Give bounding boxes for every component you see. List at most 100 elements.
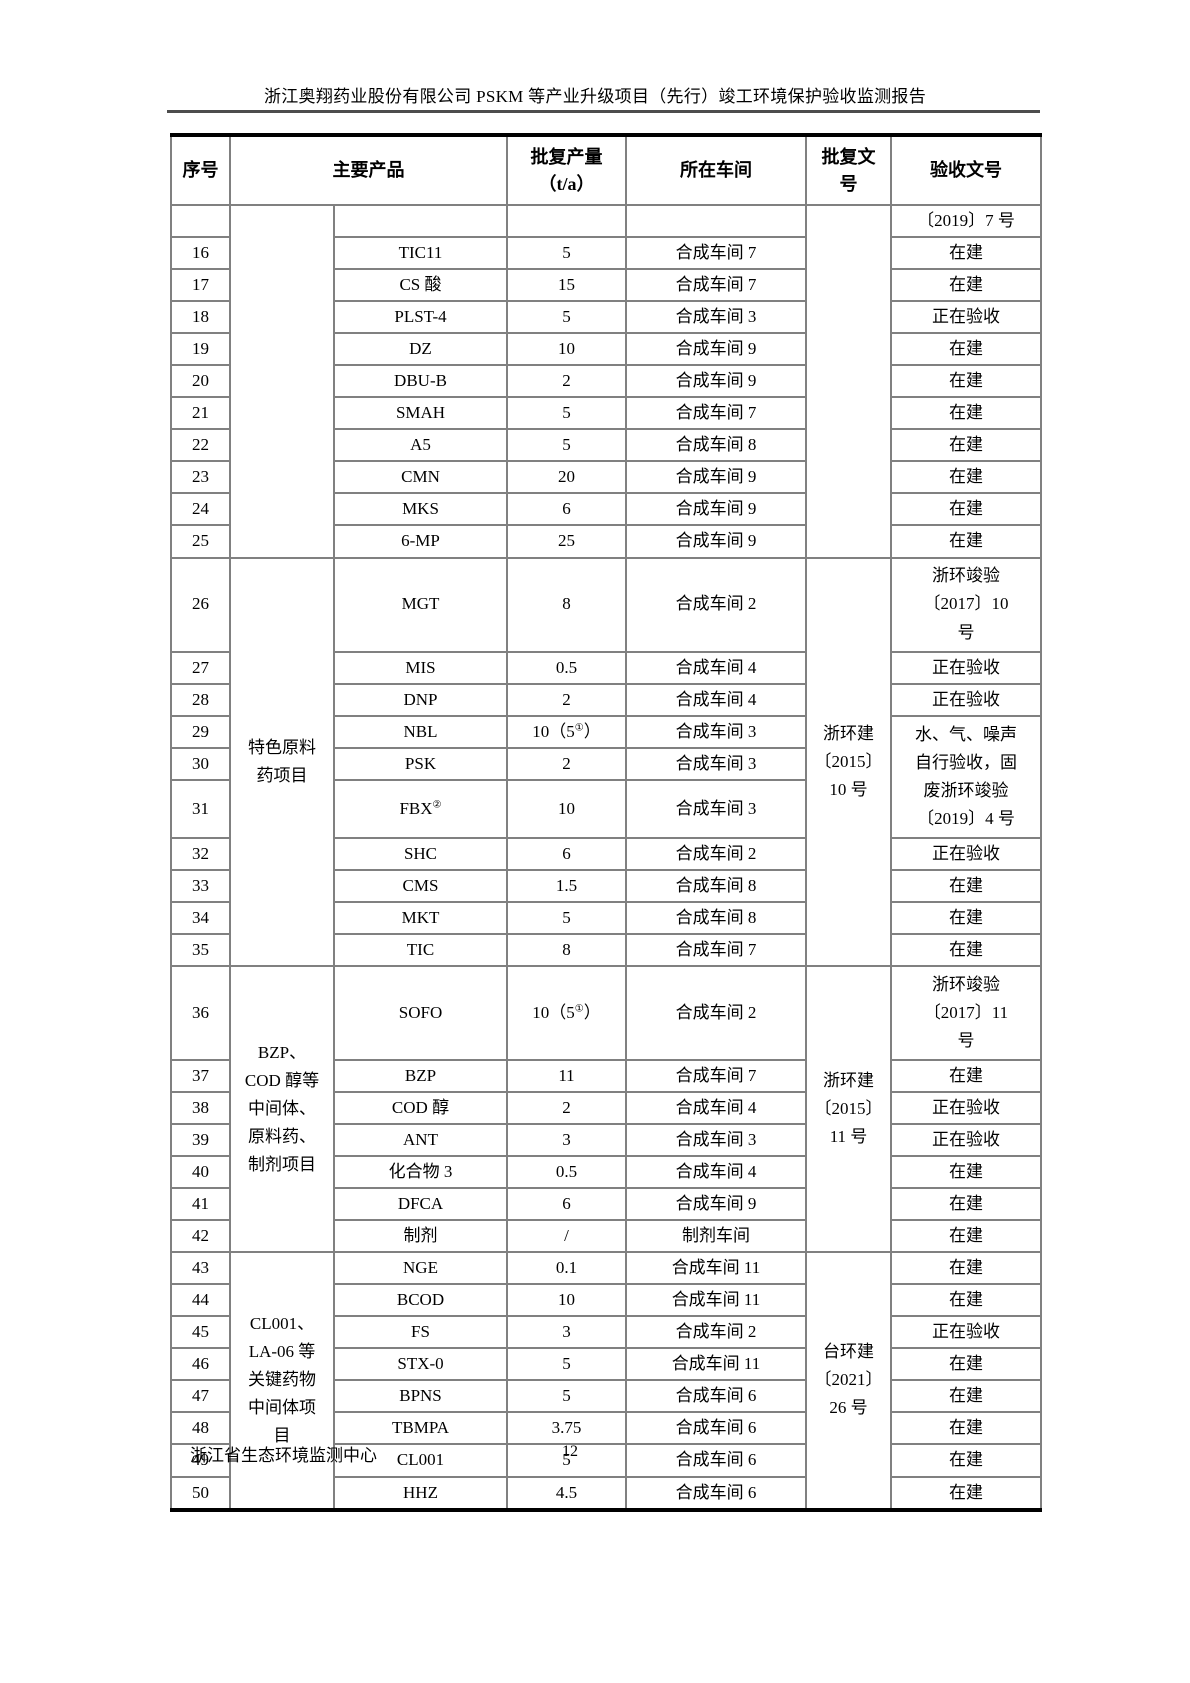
cell-workshop: 合成车间 4 [625,650,807,685]
cell-capacity: 3 [506,1315,627,1350]
cell-workshop: 合成车间 6 [625,1475,807,1511]
table-row: 46 STX-0 5 合成车间 11 在建 [170,1347,1042,1382]
cell-product: MKS [333,492,508,527]
table-row: 49 CL001 5 合成车间 6 在建 [170,1443,1042,1478]
cell-product: COD 醇 [333,1090,508,1125]
cell-product: DBU-B [333,364,508,399]
cell-capacity: 5 [506,300,627,335]
table-row: 24 MKS 6 合成车间 9 在建 [170,492,1042,527]
cell-product: CMS [333,868,508,903]
table-row: 18 PLST-4 5 合成车间 3 正在验收 [170,300,1042,335]
table-row: 38 COD 醇 2 合成车间 4 正在验收 [170,1090,1042,1125]
col-header-workshop: 所在车间 [625,134,807,206]
cell-product: BZP [333,1058,508,1093]
cell-workshop: 合成车间 3 [625,1122,807,1158]
cell-acceptance: 在建 [890,268,1042,303]
cell-group: 特色原料 药项目 [229,556,335,967]
cell-no: 33 [170,868,231,903]
cell-no: 38 [170,1090,231,1125]
cell-workshop: 合成车间 9 [625,364,807,399]
cell-acceptance: 〔2019〕7 号 [890,203,1042,239]
table-row: 48 TBMPA 3.75 合成车间 6 在建 [170,1411,1042,1446]
cell-product: CS 酸 [333,268,508,303]
cell-product: TIC11 [333,236,508,271]
cell-workshop [625,203,807,239]
cell-acceptance: 在建 [890,1155,1042,1190]
cell-acceptance: 在建 [890,900,1042,935]
table-row: 17 CS 酸 15 合成车间 7 在建 [170,268,1042,303]
cell-capacity: 6 [506,836,627,871]
cell-product: MKT [333,900,508,935]
cell-product: NGE [333,1251,508,1286]
cell-no: 46 [170,1347,231,1382]
cell-workshop: 合成车间 7 [625,268,807,303]
cell-approval: 浙环建 〔2015〕 11 号 [805,964,892,1254]
cell-capacity: 8 [506,556,627,653]
cell-capacity: 5 [506,428,627,463]
cell-acceptance: 浙环竣验 〔2017〕10 号 [890,556,1042,653]
cell-product: SMAH [333,396,508,431]
cell-workshop: 合成车间 2 [625,836,807,871]
cell-capacity: 2 [506,364,627,399]
cell-workshop: 合成车间 9 [625,332,807,367]
cell-capacity: 5 [506,236,627,271]
cell-acceptance: 正在验收 [890,1090,1042,1125]
cell-no: 45 [170,1315,231,1350]
cell-product: FBX② [333,778,508,839]
cell-approval: 浙环建 〔2015〕 10 号 [805,556,892,967]
cell-no: 18 [170,300,231,335]
cell-capacity: / [506,1219,627,1254]
cell-workshop: 合成车间 7 [625,932,807,967]
cell-product: MGT [333,556,508,653]
cell-no: 27 [170,650,231,685]
cell-product: DZ [333,332,508,367]
table-row: 50 HHZ 4.5 合成车间 6 在建 [170,1475,1042,1511]
cell-capacity: 3.75 [506,1411,627,1446]
cell-no: 16 [170,236,231,271]
cell-no: 40 [170,1155,231,1190]
cell-product: NBL [333,714,508,749]
cell-no: 42 [170,1219,231,1254]
cell-acceptance: 浙环竣验 〔2017〕11 号 [890,964,1042,1061]
cell-no: 41 [170,1187,231,1222]
cell-capacity: 0.5 [506,650,627,685]
cell-workshop: 合成车间 6 [625,1379,807,1414]
table-row: 36 BZP、 COD 醇等 中间体、 原料药、 制剂项目 SOFO 10（5①） 合成… [170,964,1042,1254]
cell-capacity: 8 [506,932,627,967]
cell-no: 20 [170,364,231,399]
cell-product: ANT [333,1122,508,1158]
cell-acceptance: 在建 [890,1058,1042,1093]
cell-capacity [506,203,627,239]
cell-workshop: 合成车间 2 [625,964,807,1061]
cell-acceptance: 在建 [890,1411,1042,1446]
cell-no: 29 [170,714,231,749]
cell-capacity: 20 [506,460,627,495]
table-row: 27 MIS 0.5 合成车间 4 正在验收 [170,650,1042,685]
cell-capacity: 6 [506,1187,627,1222]
cell-capacity: 5 [506,396,627,431]
table-row: 26 特色原料 药项目 MGT 8 合成车间 2 浙环建 〔2015〕 10 号浙环竣验 … [170,556,1042,967]
footnote-marker: ① [574,1003,584,1015]
col-header-product: 主要产品 [229,134,508,206]
cell-acceptance: 在建 [890,1379,1042,1414]
cell-acceptance: 正在验收 [890,650,1042,685]
cell-acceptance: 在建 [890,460,1042,495]
table-row: 31 FBX② 10 合成车间 3 [170,778,1041,839]
cell-workshop: 合成车间 7 [625,236,807,271]
cell-workshop: 合成车间 11 [625,1283,807,1318]
table-row: 16 TIC11 5 合成车间 7 在建 [170,236,1042,271]
table-row: 22 A5 5 合成车间 8 在建 [170,428,1042,463]
cell-no: 26 [170,556,231,653]
cell-no [170,203,231,239]
table-header-row: 序号 主要产品 批复产量 （t/a） 所在车间 批复文 号 验收文号 [170,134,1042,206]
cell-product: 制剂 [333,1219,508,1254]
cell-no: 49 [170,1443,231,1478]
cell-workshop: 合成车间 3 [625,714,807,749]
cell-workshop: 合成车间 8 [625,900,807,935]
cell-product: DFCA [333,1187,508,1222]
cell-workshop: 合成车间 9 [625,524,807,559]
cell-capacity: 10 [506,778,627,839]
cell-workshop: 合成车间 9 [625,1187,807,1222]
cell-no: 22 [170,428,231,463]
